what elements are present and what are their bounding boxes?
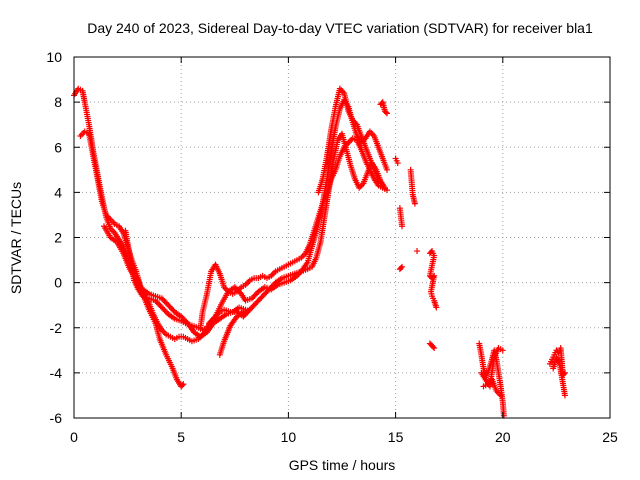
data-point <box>394 160 401 167</box>
series-trace-a <box>71 85 187 390</box>
y-tick-label: 0 <box>54 275 62 291</box>
data-point <box>433 304 440 311</box>
y-axis-label: SDTVAR / TECUs <box>8 182 24 294</box>
data-point <box>431 345 438 352</box>
y-tick-label: -4 <box>50 365 63 381</box>
y-tick-label: 6 <box>54 139 62 155</box>
series-trace-j <box>396 248 440 352</box>
data-points <box>71 85 568 419</box>
series-trace-e <box>197 135 391 331</box>
data-point <box>411 200 418 207</box>
x-axis-label: GPS time / hours <box>289 457 396 473</box>
series-trace-h <box>315 85 386 196</box>
x-tick-label: 5 <box>177 429 185 445</box>
series-trace-b <box>77 128 210 345</box>
data-point <box>430 343 437 350</box>
x-tick-label: 25 <box>602 429 618 445</box>
y-tick-label: 2 <box>54 230 62 246</box>
data-point <box>497 392 504 399</box>
series-trace-g <box>216 130 388 358</box>
data-point <box>384 166 391 173</box>
x-tick-label: 15 <box>388 429 404 445</box>
data-point <box>399 263 406 270</box>
series-trace-l <box>546 345 568 399</box>
data-point <box>499 347 506 354</box>
data-point <box>397 264 404 271</box>
data-point <box>414 248 421 255</box>
data-point <box>384 110 391 117</box>
y-tick-label: 10 <box>46 49 62 65</box>
x-tick-label: 20 <box>495 429 511 445</box>
data-point <box>561 392 568 399</box>
axis-ticks: 0 5 10 15 20 25 -6 -4 -2 0 2 4 6 8 10 <box>46 49 618 445</box>
data-point <box>399 223 406 230</box>
data-point <box>179 382 186 389</box>
data-point <box>561 369 568 376</box>
y-tick-label: 4 <box>54 184 62 200</box>
y-tick-label: -6 <box>50 410 63 426</box>
series-trace-k <box>476 340 507 419</box>
series-trace-f <box>206 96 391 327</box>
x-tick-label: 0 <box>70 429 78 445</box>
data-point <box>382 109 389 116</box>
data-point <box>236 289 243 296</box>
series-trace-d <box>122 227 253 334</box>
y-tick-label: 8 <box>54 94 62 110</box>
y-tick-label: -2 <box>50 320 63 336</box>
data-point <box>180 381 187 388</box>
x-tick-label: 10 <box>281 429 297 445</box>
chart-title: Day 240 of 2023, Sidereal Day-to-day VTE… <box>87 20 593 36</box>
series-trace-i <box>377 99 421 255</box>
data-point <box>211 314 218 321</box>
data-point <box>379 182 386 189</box>
